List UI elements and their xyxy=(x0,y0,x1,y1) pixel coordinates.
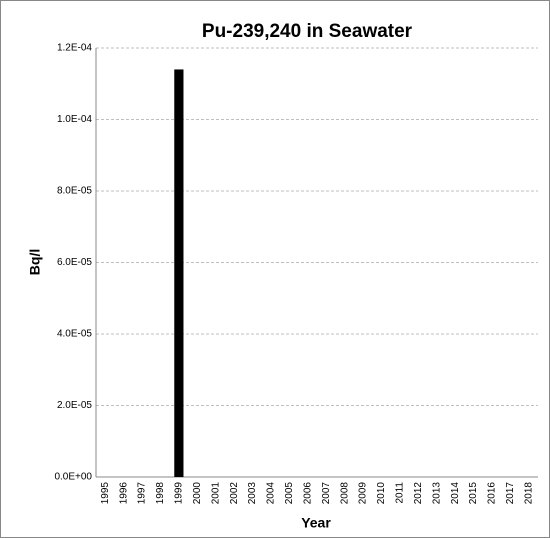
x-tick-label: 2011 xyxy=(395,482,406,504)
x-tick-label: 2001 xyxy=(210,482,221,505)
x-axis-title: Year xyxy=(301,515,331,531)
x-tick-label: 1995 xyxy=(100,482,111,505)
bar xyxy=(174,69,184,477)
x-tick-label: 1996 xyxy=(118,482,129,505)
x-tick-label: 2018 xyxy=(523,482,534,505)
x-tick-label: 2008 xyxy=(339,482,350,505)
x-tick-label: 2006 xyxy=(302,482,313,505)
x-tick-label: 2012 xyxy=(413,482,424,505)
x-tick-label: 2014 xyxy=(450,482,461,505)
y-tick-label: 6.0E-05 xyxy=(57,257,92,268)
chart-title: Pu-239,240 in Seawater xyxy=(202,21,413,42)
x-tick-label: 2007 xyxy=(321,482,332,505)
x-tick-label: 1997 xyxy=(137,482,148,505)
x-tick-label: 1998 xyxy=(155,482,166,505)
x-tick-label: 2010 xyxy=(376,482,387,505)
y-tick-label: 1.2E-04 xyxy=(57,43,92,54)
y-tick-label: 4.0E-05 xyxy=(57,329,92,340)
y-tick-label: 0.0E+00 xyxy=(54,472,92,483)
x-tick-label: 2009 xyxy=(358,482,369,505)
x-tick-label: 2015 xyxy=(468,482,479,505)
y-tick-label: 2.0E-05 xyxy=(57,400,92,411)
x-tick-label: 1999 xyxy=(174,482,185,505)
x-tick-label: 2005 xyxy=(284,482,295,505)
x-tick-label: 2013 xyxy=(431,482,442,505)
y-tick-label: 1.0E-04 xyxy=(57,114,92,125)
x-tick-label: 2017 xyxy=(505,482,516,505)
x-tick-label: 2004 xyxy=(266,482,277,505)
x-tick-label: 2003 xyxy=(247,482,258,505)
x-tick-label: 2000 xyxy=(192,482,203,505)
x-tick-label: 2002 xyxy=(229,482,240,505)
y-axis-title: Bq/l xyxy=(27,249,43,275)
x-tick-label: 2016 xyxy=(487,482,498,505)
y-tick-label: 8.0E-05 xyxy=(57,186,92,197)
